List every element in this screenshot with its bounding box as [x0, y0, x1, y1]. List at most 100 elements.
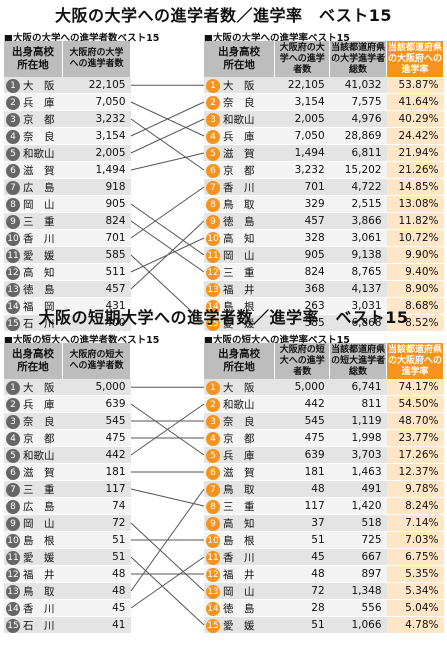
count-cell: 2,005 [62, 144, 131, 162]
pref-name: 愛 媛 [23, 551, 55, 564]
rate-cell: 24.42% [386, 127, 444, 145]
pref-name: 鳥 取 [223, 198, 255, 211]
total-cell: 1,348 [329, 582, 387, 600]
pref-name: 三 重 [23, 215, 55, 228]
pref-name: 徳 島 [223, 215, 255, 228]
pref-name: 香 川 [223, 551, 255, 564]
count-cell: 1,494 [274, 144, 330, 162]
rank-badge: 4 [6, 129, 20, 144]
pref-cell: 11 愛 媛 [4, 548, 63, 566]
rank-badge: 4 [206, 431, 220, 446]
count-cell: 181 [62, 463, 131, 481]
rate-cell: 8.68% [386, 297, 444, 315]
rank-badge: 9 [6, 214, 20, 229]
table-row: 11 愛 媛 585 [4, 246, 131, 264]
count-cell: 48 [274, 565, 330, 583]
rank-badge: 4 [206, 129, 220, 144]
table-row: 10 島 根 51 [4, 531, 131, 549]
table-row: 14 福 岡 431 [4, 297, 131, 315]
count-cell: 918 [62, 178, 131, 196]
count-cell: 51 [274, 531, 330, 549]
pref-name: 三 重 [223, 266, 255, 279]
rate-cell: 17.26% [386, 446, 444, 464]
connector-line [130, 488, 205, 507]
rank-badge: 3 [6, 414, 20, 429]
pref-name: 島 根 [223, 534, 255, 547]
pref-name: 京 都 [223, 432, 255, 445]
rank-badge: 12 [206, 265, 220, 280]
rank-badge: 7 [206, 482, 220, 497]
pref-name: 奈 良 [223, 415, 255, 428]
total-cell: 811 [329, 395, 387, 413]
rate-cell: 13.08% [386, 195, 444, 213]
pref-cell: 5 和歌山 [4, 446, 63, 464]
connector-line [130, 118, 205, 171]
count-cell: 3,154 [62, 127, 131, 145]
count-cell: 701 [274, 178, 330, 196]
pref-name: 和歌山 [23, 147, 55, 160]
rate-cell: 6.75% [386, 548, 444, 566]
count-cell: 824 [274, 263, 330, 281]
connector-line [130, 118, 205, 154]
rank-badge: 3 [206, 112, 220, 127]
table-row: 13 岡 山 72 1,348 5.34% [204, 582, 444, 600]
rank-badge: 12 [6, 265, 20, 280]
rank-badge: 10 [6, 231, 20, 246]
count-cell: 400 [62, 314, 131, 332]
rank-badge: 2 [206, 397, 220, 412]
rank-badge: 7 [6, 482, 20, 497]
total-cell: 1,119 [329, 412, 387, 430]
total-cell: 41,032 [329, 77, 387, 94]
rank-badge: 1 [206, 78, 220, 93]
count-cell: 511 [62, 263, 131, 281]
count-cell: 3,154 [274, 93, 330, 111]
rank-badge: 13 [6, 584, 20, 599]
pref-cell: 14 香 川 [4, 599, 63, 617]
total-header: 当該都道府県の大学進学者総数 [331, 42, 386, 75]
rate-cell: 8.24% [386, 497, 444, 515]
count-cell: 905 [274, 246, 330, 264]
total-cell: 897 [329, 565, 387, 583]
table-row: 2 和歌山 442 811 54.50% [204, 395, 444, 413]
pref-name: 兵 庫 [223, 130, 255, 143]
pref-name: 大 阪 [23, 381, 55, 394]
rank-badge: 2 [6, 397, 20, 412]
pref-cell: 11 香 川 [204, 548, 275, 566]
count-cell: 28 [274, 599, 330, 617]
rank-badge: 5 [206, 448, 220, 463]
count-cell: 585 [62, 246, 131, 264]
pref-cell: 12 三 重 [204, 263, 275, 281]
total-cell: 2,515 [329, 195, 387, 213]
pref-name: 大 阪 [23, 79, 55, 92]
total-cell: 6,868 [329, 314, 387, 332]
total-cell: 6,811 [329, 144, 387, 162]
table-row: 11 香 川 45 667 6.75% [204, 548, 444, 566]
pref-cell: 12 福 井 [4, 565, 63, 583]
rate-header: 当該都道府県の大阪府への進学率 [387, 344, 442, 377]
count-cell: 117 [62, 480, 131, 498]
table-row: 10 香 川 701 [4, 229, 131, 247]
count-cell: 41 [62, 616, 131, 634]
pref-cell: 10 島 根 [4, 531, 63, 549]
pref-name: 兵 庫 [23, 398, 55, 411]
rate-cell: 11.82% [386, 212, 444, 230]
rank-badge: 15 [6, 618, 20, 633]
rate-cell: 5.04% [386, 599, 444, 617]
pref-cell: 5 和歌山 [4, 144, 63, 162]
count-cell: 905 [62, 195, 131, 213]
rate-cell: 41.64% [386, 93, 444, 111]
rank-badge: 7 [206, 180, 220, 195]
